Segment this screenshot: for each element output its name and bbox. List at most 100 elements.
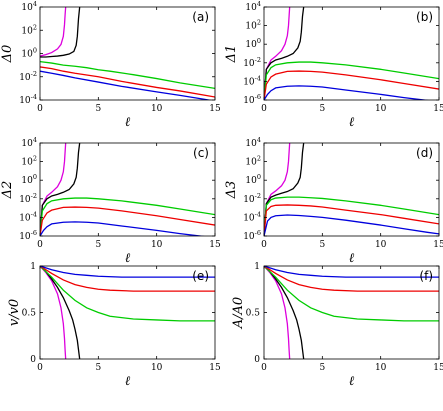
panel-label: (d) bbox=[416, 146, 433, 160]
y-axis-label: Δ0 bbox=[0, 45, 15, 64]
y-axis-label: Δ3 bbox=[224, 181, 239, 200]
y-tick-label: 104 bbox=[21, 136, 37, 149]
series-line-magenta bbox=[264, 143, 291, 236]
x-tick-label: 5 bbox=[95, 104, 101, 114]
series-line-black bbox=[264, 266, 305, 359]
series-line-green bbox=[264, 196, 439, 236]
series-line-green bbox=[40, 60, 215, 90]
series-line-red bbox=[264, 204, 439, 236]
y-tick-label: 10-4 bbox=[243, 74, 261, 87]
x-tick-label: 5 bbox=[95, 363, 101, 373]
series-line-magenta bbox=[264, 266, 291, 359]
y-tick-label: 10-2 bbox=[19, 192, 37, 205]
y-tick-label: 0.5 bbox=[246, 309, 261, 319]
y-tick-label: 100 bbox=[245, 173, 261, 186]
panel-label: (b) bbox=[416, 10, 433, 24]
series-line-magenta bbox=[40, 7, 67, 57]
x-axis-label: ℓ bbox=[125, 374, 131, 389]
panel-label: (f) bbox=[419, 269, 433, 283]
x-tick-label: 10 bbox=[151, 363, 163, 373]
series-line-blue bbox=[40, 70, 213, 100]
panel-a: 0 5 10 15 10-4 10-2 100 102 104 (a) ℓ Δ0 bbox=[0, 0, 221, 130]
plot-frame bbox=[263, 265, 440, 360]
x-tick-label: 0 bbox=[261, 104, 267, 114]
x-tick-label: 0 bbox=[37, 240, 43, 250]
series-line-magenta bbox=[264, 7, 291, 100]
x-tick-label: 0 bbox=[37, 104, 43, 114]
x-tick-label: 15 bbox=[209, 240, 221, 250]
y-axis-label: v/v0 bbox=[7, 299, 22, 326]
panel-b: 0 5 10 15 10-6 10-4 10-2 100 102 104 (b) ℓ Δ1 bbox=[224, 0, 443, 130]
y-tick-label: 0 bbox=[30, 355, 36, 365]
y-tick-label: 0 bbox=[254, 355, 260, 365]
series-line-red bbox=[40, 66, 215, 98]
y-tick-label: 10-2 bbox=[19, 70, 37, 83]
y-axis-label: Δ1 bbox=[224, 45, 239, 64]
series-line-blue bbox=[40, 221, 205, 236]
plot-frame bbox=[39, 142, 216, 237]
series-line-magenta bbox=[40, 266, 67, 359]
x-tick-label: 5 bbox=[319, 363, 325, 373]
x-tick-label: 0 bbox=[37, 363, 43, 373]
y-tick-label: 10-4 bbox=[243, 210, 261, 223]
series-line-green bbox=[264, 266, 439, 322]
x-tick-label: 5 bbox=[95, 240, 101, 250]
panel-c: 0 5 10 15 10-6 10-4 10-2 100 102 104 (c) ℓ Δ2 bbox=[0, 136, 221, 266]
series-line-black bbox=[40, 7, 81, 58]
y-tick-label: 104 bbox=[245, 136, 261, 149]
x-tick-label: 15 bbox=[209, 363, 221, 373]
y-tick-label: 102 bbox=[21, 155, 37, 168]
y-tick-label: 10-6 bbox=[19, 229, 37, 242]
series-line-green bbox=[264, 61, 439, 100]
y-tick-label: 100 bbox=[245, 37, 261, 50]
plot-frame bbox=[263, 142, 440, 237]
panel-d: 0 5 10 15 10-6 10-4 10-2 100 102 104 (d) ℓ Δ3 bbox=[224, 136, 443, 266]
x-axis-label: ℓ bbox=[125, 251, 131, 266]
series-line-blue bbox=[264, 214, 439, 236]
series-line-green bbox=[40, 266, 215, 322]
x-tick-label: 10 bbox=[151, 104, 163, 114]
y-tick-label: 102 bbox=[21, 23, 37, 36]
x-axis-label: ℓ bbox=[349, 115, 355, 130]
series-line-black bbox=[264, 7, 305, 100]
y-tick-label: 10-2 bbox=[243, 192, 261, 205]
y-tick-label: 10-2 bbox=[243, 56, 261, 69]
panel-label: (e) bbox=[192, 269, 209, 283]
panel-label: (c) bbox=[193, 146, 209, 160]
x-tick-label: 15 bbox=[433, 240, 443, 250]
y-axis-label: Δ2 bbox=[0, 181, 15, 200]
y-tick-label: 104 bbox=[245, 0, 261, 13]
series-line-blue bbox=[264, 85, 429, 100]
y-tick-label: 10-4 bbox=[19, 93, 37, 106]
y-tick-label: 1 bbox=[30, 262, 36, 272]
x-tick-label: 15 bbox=[433, 104, 443, 114]
y-tick-label: 100 bbox=[21, 47, 37, 60]
series-line-black bbox=[40, 143, 81, 236]
x-axis-label: ℓ bbox=[125, 115, 131, 130]
y-axis-label: A/A0 bbox=[231, 297, 246, 329]
x-tick-label: 0 bbox=[261, 240, 267, 250]
x-tick-label: 10 bbox=[151, 240, 163, 250]
x-tick-label: 5 bbox=[319, 104, 325, 114]
x-tick-label: 10 bbox=[375, 363, 387, 373]
series-line-black bbox=[40, 266, 81, 359]
panel-f: 0 5 10 15 0 0.5 1 (f) ℓ A/A0 bbox=[231, 262, 443, 389]
series-line-red bbox=[40, 266, 215, 292]
panel-e: 0 5 10 15 0 0.5 1 (e) ℓ v/v0 bbox=[7, 262, 221, 389]
x-tick-label: 15 bbox=[209, 104, 221, 114]
series-line-blue bbox=[40, 266, 215, 278]
y-tick-label: 1 bbox=[254, 262, 260, 272]
x-tick-label: 10 bbox=[375, 104, 387, 114]
series-line-blue bbox=[264, 266, 439, 278]
series-line-red bbox=[264, 70, 439, 100]
series-line-red bbox=[264, 266, 439, 292]
plot-frame bbox=[263, 6, 440, 101]
x-tick-label: 15 bbox=[433, 363, 443, 373]
y-tick-label: 102 bbox=[245, 155, 261, 168]
x-tick-label: 10 bbox=[375, 240, 387, 250]
y-tick-label: 100 bbox=[21, 173, 37, 186]
y-tick-label: 102 bbox=[245, 19, 261, 32]
plot-frame bbox=[39, 6, 216, 101]
series-line-magenta bbox=[40, 143, 67, 236]
